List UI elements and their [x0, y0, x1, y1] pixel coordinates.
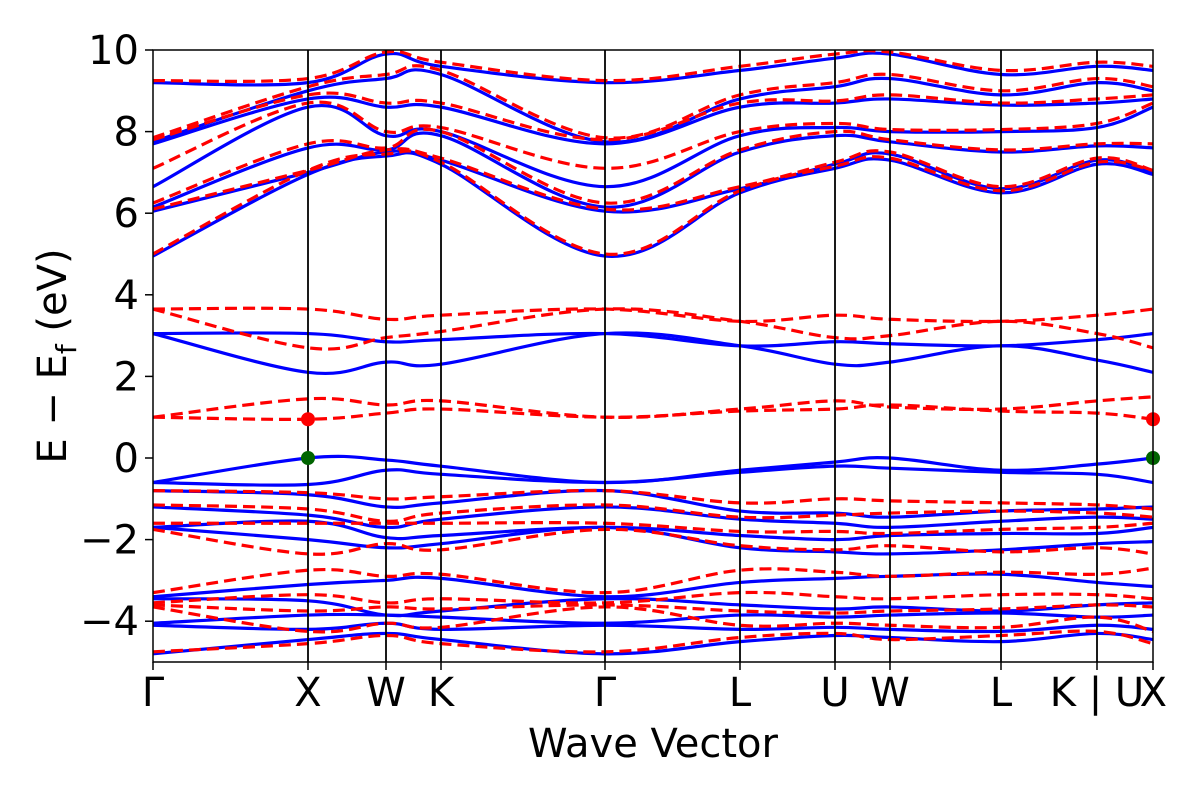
x-tick-label-9: K | U: [1050, 670, 1144, 716]
x-tick-label-0: Γ: [142, 670, 165, 716]
x-tick-label-7: W: [870, 670, 910, 716]
y-axis-title-units: (eV): [30, 248, 76, 344]
y-axis-title-main: E − E: [30, 354, 76, 464]
blue-solid-band-13: [153, 151, 1153, 258]
vbm-marker-0: [301, 451, 315, 465]
red-dashed-band-39: [153, 50, 1153, 83]
red-dashed-band-24: [153, 566, 1153, 595]
red-dashed-band-25: [153, 527, 1153, 556]
red-dashed-band-26: [153, 521, 1153, 536]
blue-solid-band-14: [153, 149, 1153, 214]
blue-solid-band-10: [153, 454, 1153, 485]
red-dashed-band-35: [153, 127, 1153, 205]
blue-solid-band-1: [153, 621, 1153, 634]
red-dashed-band-28: [153, 488, 1153, 511]
y-tick-label-0: −4: [80, 599, 139, 645]
red-dashed-band-27: [153, 503, 1153, 523]
blue-solid-band-2: [153, 611, 1153, 625]
plot-frame: [152, 49, 1154, 663]
blue-solid-band-5: [153, 525, 1153, 556]
blue-solid-band-19: [153, 51, 1153, 87]
y-axis-title: E − Ef (eV): [30, 248, 83, 463]
blue-solid-band-0: [153, 631, 1153, 656]
y-axis-title-subscript: f: [50, 343, 83, 354]
red-dashed-band-31: [153, 307, 1153, 351]
x-axis-title: Wave Vector: [528, 721, 779, 767]
red-dashed-band-38: [153, 64, 1153, 140]
x-tick-label-5: L: [729, 670, 752, 716]
x-tick-label-4: Γ: [594, 670, 617, 716]
x-tick-label-6: U: [820, 670, 849, 716]
red-dashed-band-34: [153, 147, 1153, 212]
red-dashed-band-30: [153, 395, 1153, 420]
y-tick-label-3: 2: [114, 354, 139, 400]
x-tick-label-1: X: [294, 670, 321, 716]
red-dashed-band-20: [153, 629, 1153, 654]
kpoint-lines: [307, 50, 1098, 662]
blue-solid-band-11: [153, 331, 1153, 375]
blue-solid-band-3: [153, 597, 1153, 618]
y-tick-label-2: 0: [114, 436, 139, 482]
red-dashed-band-21: [153, 605, 1153, 634]
y-tick-label-1: −2: [80, 518, 139, 564]
red-dashed-band-33: [153, 149, 1153, 256]
x-tick-label-2: W: [366, 670, 406, 716]
red-dashed-band-22: [153, 603, 1153, 615]
blue-solid-band-4: [153, 572, 1153, 599]
red-dashed-band-29: [153, 403, 1153, 421]
y-tick-label-6: 8: [114, 110, 139, 156]
red-dashed-band-23: [153, 590, 1153, 605]
x-tick-label-10: X: [1140, 670, 1167, 716]
series-layer: [153, 50, 1153, 656]
y-tick-label-5: 6: [114, 191, 139, 237]
blue-solid-band-12: [153, 331, 1153, 348]
y-tick-label-7: 10: [88, 28, 139, 74]
extrema-markers: [301, 412, 1160, 465]
cbm-marker-0: [301, 412, 315, 427]
blue-solid-band-6: [153, 519, 1153, 542]
x-tick-label-8: L: [990, 670, 1013, 716]
x-tick-label-3: K: [428, 670, 456, 716]
y-tick-label-4: 4: [114, 273, 139, 319]
red-dashed-band-32: [153, 306, 1153, 324]
